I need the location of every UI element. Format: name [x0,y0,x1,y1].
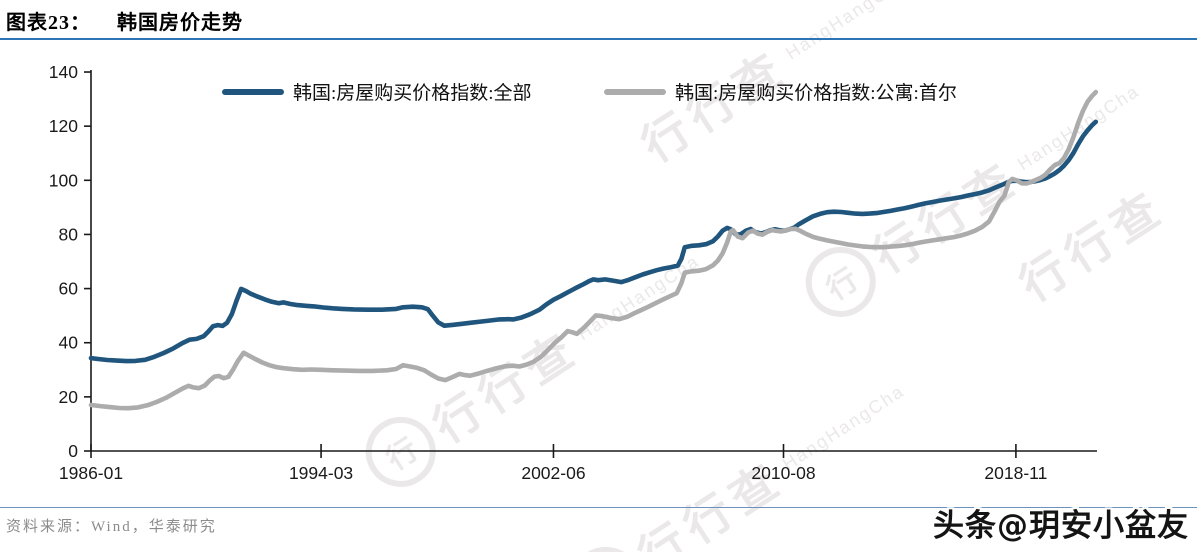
page-title: 韩国房价走势 [117,12,243,34]
svg-text:140: 140 [49,62,78,82]
svg-text:60: 60 [59,279,79,299]
svg-text:20: 20 [59,387,79,407]
footer-divider [0,507,1197,508]
svg-text:2018-11: 2018-11 [984,463,1047,483]
svg-text:1994-03: 1994-03 [289,463,353,483]
svg-text:0: 0 [68,441,78,461]
source-note: 资料来源：Wind，华泰研究 [6,519,217,535]
svg-text:120: 120 [49,116,78,136]
toutiao-watermark: 头条@玥安小盆友 [933,508,1189,544]
svg-text:40: 40 [59,333,79,353]
svg-text:2010-08: 2010-08 [751,463,815,483]
svg-text:1986-01: 1986-01 [59,463,123,483]
svg-text:2002-06: 2002-06 [521,463,585,483]
figure-number-label: 图表23： [6,12,91,34]
chart-header: 图表23： 韩国房价走势 [6,6,243,35]
svg-text:80: 80 [59,224,79,244]
svg-text:100: 100 [49,170,78,190]
title-underline [0,38,1197,40]
